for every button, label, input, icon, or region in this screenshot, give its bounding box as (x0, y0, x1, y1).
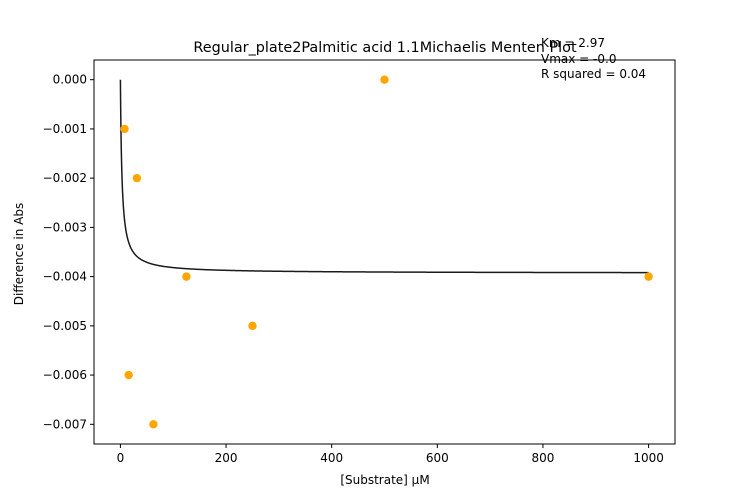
x-tick-label: 400 (320, 451, 343, 465)
x-tick-label: 0 (117, 451, 125, 465)
fit-curve-line (119, 79, 649, 274)
fit-annotation: Km = 2.97 (541, 36, 605, 50)
data-point (182, 272, 191, 281)
y-tick-label: −0.002 (43, 171, 87, 185)
fit-annotations: Km = 2.97 Vmax = -0.0R squared = 0.04 (541, 36, 646, 81)
fit-annotation: R squared = 0.04 (541, 67, 646, 81)
fit-annotation: Vmax = -0.0 (541, 52, 616, 66)
x-axis-label: [Substrate] μM (340, 473, 429, 487)
chart-marks (119, 75, 653, 429)
data-point (644, 272, 653, 281)
data-point (120, 124, 129, 134)
y-tick-label: −0.001 (43, 122, 87, 136)
data-point (132, 173, 142, 183)
plot-frame (93, 59, 676, 445)
y-tick-label: −0.004 (43, 270, 87, 284)
data-point (124, 370, 133, 380)
chart-title: Regular_plate2Palmitic acid 1.1Michaelis… (193, 40, 577, 56)
y-tick-label: −0.006 (43, 368, 87, 382)
x-tick-label: 600 (426, 451, 449, 465)
axes: 0 200 400 600 800 1000 0.000 −0.001 −0.002 −0.003… (43, 59, 676, 465)
y-tick-label: 0.000 (53, 73, 87, 87)
y-axis-label: Difference in Abs (12, 203, 26, 306)
y-tick-label: −0.005 (43, 319, 87, 333)
y-tick-label: −0.003 (43, 220, 87, 234)
x-tick-label: 800 (532, 451, 555, 465)
data-point (248, 321, 257, 331)
x-tick-label: 1000 (633, 451, 664, 465)
data-point (149, 420, 158, 429)
data-point (380, 75, 389, 84)
y-tick-label: −0.007 (43, 417, 87, 431)
x-tick-label: 200 (215, 451, 238, 465)
